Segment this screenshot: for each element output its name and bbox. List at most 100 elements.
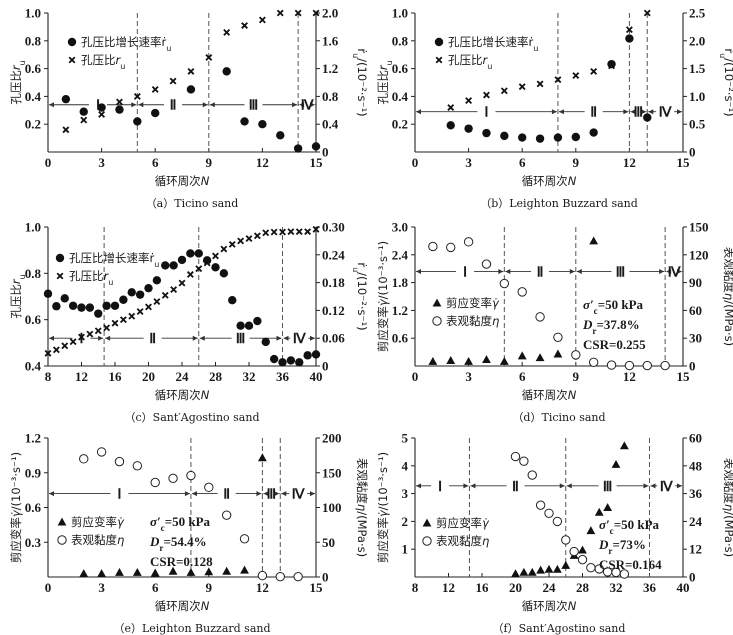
y-tick-label-left: 3: [402, 486, 409, 501]
data-point: [244, 321, 254, 330]
legend-label: 孔压比ru: [81, 53, 125, 71]
y-tick-label-left: 0.8: [25, 266, 42, 281]
symbol: σ′: [583, 297, 594, 312]
data-point: [517, 351, 527, 360]
x-tick-label: 36: [276, 369, 290, 384]
data-point: [119, 316, 127, 324]
data-point: [571, 350, 581, 360]
symbol: γ: [117, 515, 125, 529]
text-run: 剪应变率: [376, 517, 390, 563]
y-tick-label-right: 150: [322, 465, 342, 480]
data-point: [553, 332, 563, 342]
cross-stroke: [69, 338, 77, 346]
data-point: [594, 564, 604, 574]
x-tick-label: 16: [476, 580, 490, 595]
stage-label: Ⅳ: [293, 332, 307, 347]
data-point: [607, 59, 616, 69]
symbol: N: [568, 388, 577, 402]
cross-stroke: [94, 327, 102, 335]
y-tick-label-left: 0.4: [25, 89, 42, 104]
data-point: [239, 534, 250, 544]
data-point: [499, 278, 510, 289]
data-point: [482, 128, 491, 138]
legend-marker-dot: [434, 37, 444, 47]
data-point: [295, 358, 304, 367]
symbol: N: [201, 388, 210, 402]
data-point: [586, 526, 596, 535]
data-point: [79, 569, 89, 578]
cross-stroke: [590, 67, 598, 75]
y-tick-label-right: 1.6: [322, 33, 339, 48]
symbol: η: [722, 504, 733, 511]
cross-stroke: [103, 324, 111, 332]
text-run: 孔压比增长速率ṙ: [69, 251, 154, 265]
stage-arrowhead: [292, 102, 298, 108]
data-point: [294, 9, 302, 17]
y-tick-label-right: 0.4: [322, 117, 339, 132]
y-tick-label-right: 36: [689, 486, 703, 501]
stage-label: Ⅱ: [170, 99, 177, 114]
stage-arrowhead: [281, 491, 287, 497]
x-tick-label: 8: [45, 369, 52, 384]
stage-arrowhead: [49, 335, 54, 341]
cross-stroke: [153, 298, 161, 306]
x-tick-label: 9: [573, 155, 580, 170]
stage-label: Ⅱ: [590, 106, 597, 121]
stage-arrowhead: [299, 102, 305, 108]
cross-stroke: [241, 22, 248, 29]
data-point: [135, 290, 145, 299]
legend-label: 孔压比ru: [69, 269, 113, 287]
data-point: [61, 94, 71, 104]
stage-label: Ⅰ: [463, 265, 467, 280]
cross-stroke: [98, 111, 106, 118]
legend-marker-triangle: [432, 298, 442, 307]
data-point: [586, 563, 596, 573]
stage-arrowhead: [199, 335, 205, 341]
stage-arrowhead: [576, 268, 582, 274]
text-run: 表观黏度: [722, 247, 733, 293]
y-tick-label-right: 30: [689, 331, 702, 346]
stage-arrowhead: [263, 491, 269, 497]
data-point: [303, 351, 312, 360]
data-point: [168, 473, 178, 484]
subscript: c: [610, 526, 614, 536]
y-tick-label-right: 0: [322, 145, 329, 160]
x-tick-label: 12: [256, 580, 269, 595]
cross-stroke: [270, 228, 278, 236]
chart-caption: （a）Ticino sand: [146, 197, 239, 210]
x-tick-label: 15: [677, 369, 691, 384]
data-point: [269, 354, 279, 364]
data-point: [237, 237, 245, 245]
cross-stroke: [205, 54, 213, 61]
y-axis-title-left: 剪应变率γ̇/(10⁻³·s⁻¹): [376, 452, 390, 563]
y-tick-label-right: 1.2: [322, 61, 338, 76]
data-point: [240, 565, 249, 574]
y-tick-label-right: 200: [322, 431, 342, 446]
data-point: [554, 76, 562, 84]
symbol: D: [149, 534, 160, 549]
y-tick-label-right: 2.5: [689, 6, 706, 21]
data-point: [68, 301, 78, 310]
data-point: [482, 355, 491, 364]
data-point: [204, 482, 214, 493]
text-run: =37.8%: [596, 317, 639, 332]
data-point: [510, 451, 521, 462]
cross-stroke: [483, 91, 490, 99]
cross-stroke: [161, 291, 169, 299]
stage-arrowhead: [630, 109, 636, 115]
subscript: u: [533, 44, 538, 53]
data-point: [447, 104, 455, 111]
chart-a: 0 3 6 9 12 15 0.2 0.4 0.6 0.8 1.0 0 0.4 0.8 1.2 1.6 2.0 循…: [9, 6, 369, 211]
stage-arrowhead: [49, 491, 54, 497]
subscript: u: [352, 53, 361, 58]
y-tick-label-right: 120: [689, 247, 709, 262]
data-point: [136, 308, 144, 315]
y-axis-title-right: ṙu/(10⁻²·s⁻¹): [352, 262, 370, 330]
data-point: [220, 245, 228, 253]
data-point: [517, 287, 527, 297]
legend-marker-dot: [67, 37, 77, 47]
stage-arrowhead: [310, 335, 315, 341]
